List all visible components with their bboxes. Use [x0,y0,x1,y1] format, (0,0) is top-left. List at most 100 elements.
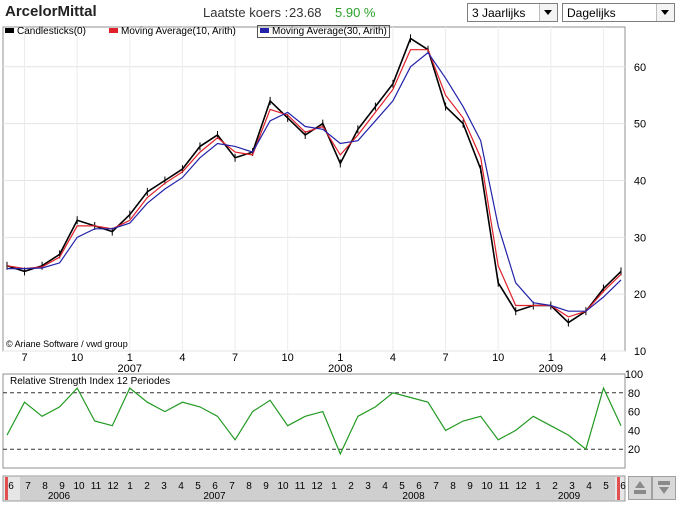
legend-candlesticks-label: Candlesticks(0) [17,26,86,37]
rsi-gridlines [3,392,625,450]
rsi-panel: 20 40 60 80 100 [2,369,643,469]
timeline-month-label: 2 [552,481,558,492]
period-select-value: 3 Jaarlijks [472,6,526,20]
timeline-month-label: 1 [535,481,541,492]
price-x-tick-label: 7 [443,352,449,364]
ma30-swatch-icon [260,28,269,33]
price-x-tick-label: 4 [179,352,185,364]
timeline-month-label: 4 [586,481,592,492]
price-y-tick-label: 20 [634,289,646,301]
legend-ma10-label: Moving Average(10, Arith) [121,26,236,37]
price-x-tick-label: 4 [600,352,606,364]
timeline-month-label: 12 [107,481,119,492]
price-x-axis: 7 10 1 4 7 10 1 4 7 10 1 4 2007 2008 2009 [21,352,606,375]
price-y-tick-label: 60 [634,62,646,74]
timeline-month-label: 9 [59,481,65,492]
timeline-month-label: 8 [450,481,456,492]
timeline-month-label: 5 [603,481,609,492]
timeline-month-label: 12 [311,481,323,492]
price-x-tick-label: 1 [337,352,343,364]
timeline-month-label: 3 [161,481,167,492]
price-x-tick-label: 10 [282,352,294,364]
interval-select[interactable]: Dagelijks [562,3,675,22]
timeline-month-label: 8 [246,481,252,492]
legend-candlesticks: Candlesticks(0) [5,26,86,37]
price-x-tick-label: 7 [232,352,238,364]
legend-ma10: Moving Average(10, Arith) [109,26,236,37]
price-change-percent: 5.90 % [335,5,376,20]
timeline-year-label: 2009 [558,491,581,502]
timeline-month-label: 6 [212,481,218,492]
chevron-down-icon[interactable] [539,4,557,21]
price-y-tick-label: 10 [634,346,646,358]
timeline-labels: 6 7 8 9 10 11 12 1 2 3 4 5 6 7 8 9 10 11 12 1 2 3 4 5 6 7 8 9 10 11 12… [5,477,626,502]
timeline-month-label: 7 [229,481,235,492]
price-x-year-label: 2009 [539,363,563,375]
rsi-line [6,386,622,456]
price-y-axis: 10 20 30 40 50 60 [634,62,646,358]
ma30-line [7,51,622,312]
timeline-month-label: 8 [42,481,48,492]
price-x-tick-label: 7 [21,352,27,364]
timeline-left-handle-icon[interactable] [5,477,8,500]
rsi-y-tick-label: 40 [628,425,640,437]
header-bar: ArcelorMittal Laatste koers : 23.68 5.90… [0,0,681,26]
timeline-month-label: 3 [365,481,371,492]
rsi-y-axis: 20 40 60 80 100 [625,369,643,456]
rsi-y-tick-label: 100 [625,369,643,381]
price-series-layer [6,34,622,327]
timeline-month-label: 9 [263,481,269,492]
stock-title: ArcelorMittal [5,3,97,20]
timeline-year-label: 2008 [402,491,425,502]
price-panel: 10 20 30 40 50 60 7 10 1 4 7 10 1 4 7 10 1 4 2007 2008 2009 [2,26,646,375]
timeline-month-label: 4 [178,481,184,492]
copyright-notice: © Ariane Software / vwd group [6,339,128,349]
timeline-right-handle-icon[interactable] [617,477,620,500]
legend-ma30-label: Moving Average(30, Arith) [272,26,387,37]
timeline-month-label: 6 [620,481,626,492]
timeline-month-label: 3 [569,481,575,492]
zoom-in-icon[interactable] [652,476,676,500]
rsi-title: Relative Strength Index 12 Periodes [10,376,171,387]
timeline-month-label: 11 [91,481,102,492]
legend-ma30: Moving Average(30, Arith) [257,25,390,38]
timeline-month-label: 12 [515,481,527,492]
download-icon [658,481,670,494]
ma10-swatch-icon [109,28,118,33]
timeline-month-label: 1 [331,481,337,492]
period-select[interactable]: 3 Jaarlijks [467,3,558,22]
last-price-label: Laatste koers : [203,5,289,20]
price-gridlines [3,27,625,352]
rsi-series-layer [6,386,622,456]
price-y-tick-label: 40 [634,175,646,187]
zoom-out-icon[interactable] [628,476,652,500]
timeline-selection[interactable] [20,477,615,500]
chevron-down-icon[interactable] [656,4,674,21]
price-x-tick-label: 1 [127,352,133,364]
timeline-scrollbar[interactable]: 6 7 8 9 10 11 12 1 2 3 4 5 6 7 8 9 10 11 12 1 2 3 4 5 6 7 8 9 10 11 12… [2,475,626,502]
price-x-tick-label: 1 [548,352,554,364]
rsi-y-tick-label: 60 [628,407,640,419]
timeline-month-label: 5 [195,481,201,492]
price-y-tick-label: 30 [634,232,646,244]
timeline-month-label: 2 [144,481,150,492]
interval-select-value: Dagelijks [567,6,616,20]
timeline-month-label: 10 [481,481,493,492]
timeline-month-label: 5 [399,481,405,492]
candles-swatch-icon [5,28,14,33]
timeline-month-label: 6 [8,481,14,492]
timeline-month-label: 9 [467,481,473,492]
timeline-month-label: 10 [277,481,289,492]
price-y-tick-label: 50 [634,119,646,131]
timeline-year-label: 2007 [203,491,226,502]
price-x-year-label: 2007 [118,363,142,375]
timeline-month-label: 1 [127,481,133,492]
upload-icon [634,481,646,494]
timeline-month-label: 7 [433,481,439,492]
timeline-month-label: 6 [416,481,422,492]
last-price-value: 23.68 [289,5,322,20]
price-x-tick-label: 10 [492,352,504,364]
timeline-month-label: 11 [499,481,510,492]
rsi-y-tick-label: 80 [628,388,640,400]
